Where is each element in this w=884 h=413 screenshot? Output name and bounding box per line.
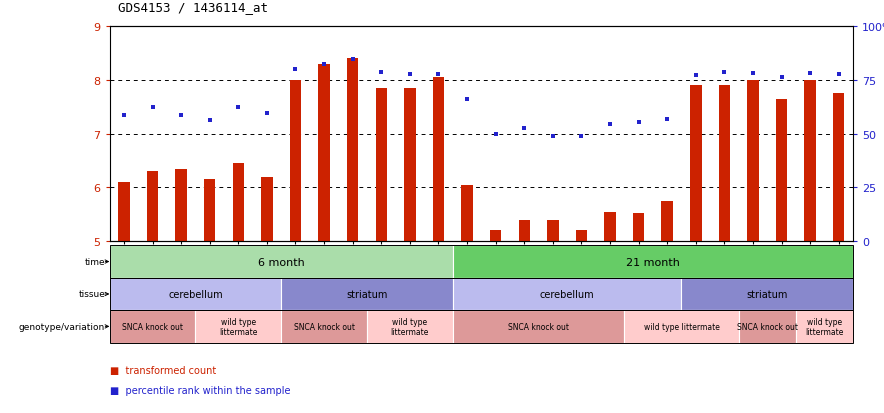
Bar — [175, 169, 187, 242]
Point — [575, 133, 589, 140]
Bar — [661, 201, 673, 242]
Bar — [719, 86, 730, 242]
Point — [317, 61, 332, 68]
Text: cerebellum: cerebellum — [168, 289, 223, 299]
Text: wild type littermate: wild type littermate — [644, 322, 720, 331]
Point — [260, 111, 274, 117]
Point — [403, 72, 417, 78]
Point — [603, 121, 617, 128]
Text: wild type
littermate: wild type littermate — [391, 317, 429, 336]
Text: 21 month: 21 month — [626, 257, 680, 267]
Bar — [204, 180, 216, 242]
Bar — [833, 94, 844, 242]
Bar — [347, 59, 358, 242]
Bar — [490, 231, 501, 242]
Text: SNCA knock out: SNCA knock out — [736, 322, 797, 331]
Text: wild type
littermate: wild type littermate — [219, 317, 257, 336]
Point — [774, 74, 789, 81]
Bar — [404, 89, 415, 242]
Bar — [605, 212, 616, 242]
Bar — [747, 81, 758, 242]
Bar — [290, 81, 301, 242]
Point — [832, 72, 846, 78]
Point — [146, 104, 160, 111]
Point — [374, 69, 388, 76]
Point — [460, 96, 474, 102]
Text: SNCA knock out: SNCA knock out — [508, 322, 569, 331]
Bar — [633, 214, 644, 242]
Bar — [261, 177, 272, 242]
Bar — [376, 89, 387, 242]
Point — [717, 69, 731, 76]
Point — [202, 117, 217, 124]
Point — [174, 112, 188, 119]
Bar — [776, 99, 788, 242]
Point — [517, 126, 531, 132]
Text: striatum: striatum — [747, 289, 788, 299]
Bar — [519, 220, 530, 242]
Text: striatum: striatum — [347, 289, 388, 299]
Text: SNCA knock out: SNCA knock out — [122, 322, 183, 331]
Text: ■  transformed count: ■ transformed count — [110, 365, 216, 375]
Point — [489, 131, 503, 138]
Bar — [118, 183, 130, 242]
Text: wild type
littermate: wild type littermate — [805, 317, 843, 336]
Bar — [461, 185, 473, 242]
Bar — [147, 172, 158, 242]
Text: tissue: tissue — [79, 290, 105, 299]
Point — [803, 71, 817, 77]
Point — [746, 71, 760, 77]
Point — [631, 119, 645, 126]
Text: cerebellum: cerebellum — [540, 289, 594, 299]
Point — [660, 116, 674, 123]
Bar — [804, 81, 816, 242]
Point — [689, 73, 703, 80]
Text: genotype/variation: genotype/variation — [19, 322, 105, 331]
Text: 6 month: 6 month — [258, 257, 305, 267]
Text: time: time — [85, 257, 105, 266]
Point — [117, 112, 131, 119]
Point — [346, 57, 360, 64]
Point — [232, 104, 246, 111]
Bar — [433, 78, 444, 242]
Bar — [318, 64, 330, 242]
Bar — [575, 231, 587, 242]
Text: GDS4153 / 1436114_at: GDS4153 / 1436114_at — [118, 2, 269, 14]
Point — [288, 66, 302, 73]
Point — [431, 72, 446, 78]
Bar — [547, 220, 559, 242]
Text: SNCA knock out: SNCA knock out — [293, 322, 354, 331]
Bar — [232, 164, 244, 242]
Bar — [690, 86, 702, 242]
Point — [545, 133, 560, 140]
Text: ■  percentile rank within the sample: ■ percentile rank within the sample — [110, 385, 290, 395]
